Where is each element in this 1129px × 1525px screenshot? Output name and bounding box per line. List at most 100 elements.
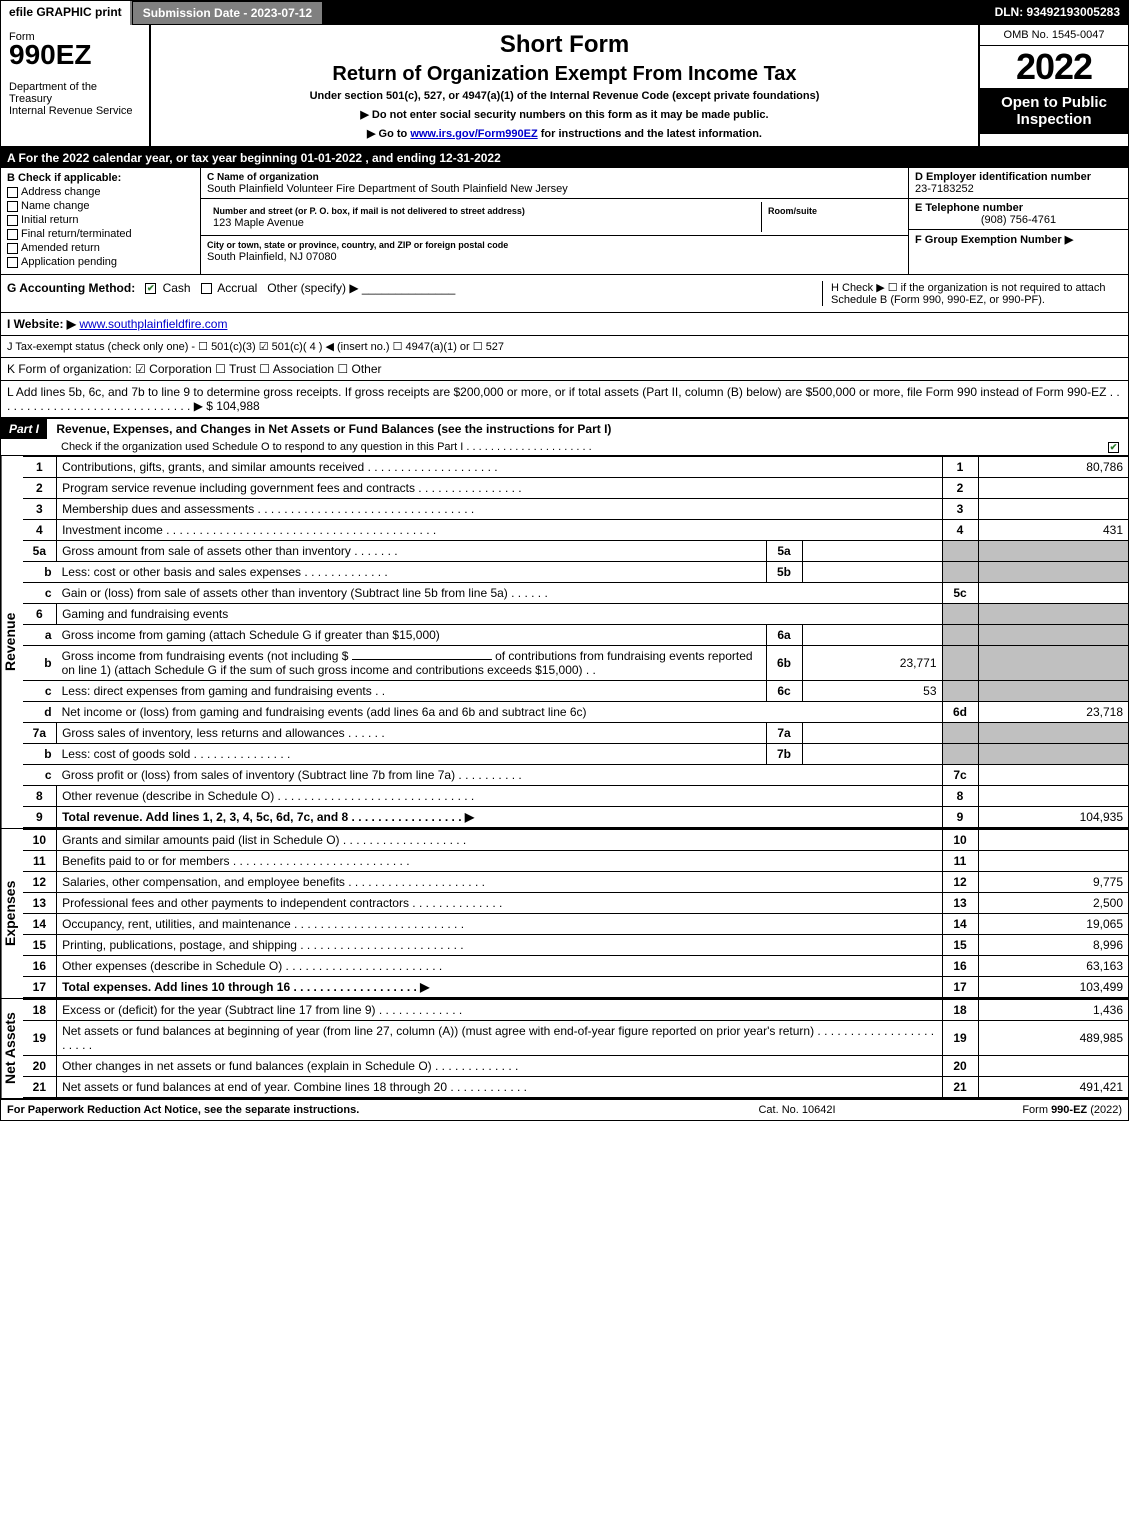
netassets-table: 18Excess or (deficit) for the year (Subt…	[23, 999, 1128, 1098]
line-19: 19Net assets or fund balances at beginni…	[23, 1021, 1128, 1056]
cat-no: Cat. No. 10642I	[672, 1104, 922, 1116]
chk-amended-return[interactable]: Amended return	[7, 242, 194, 254]
box-b-title: B Check if applicable:	[7, 172, 194, 184]
chk-final-return[interactable]: Final return/terminated	[7, 228, 194, 240]
city-label: City or town, state or province, country…	[207, 240, 508, 250]
form-number: 990EZ	[9, 39, 141, 71]
chk-accrual[interactable]	[201, 283, 212, 294]
form-subtitle: Under section 501(c), 527, or 4947(a)(1)…	[161, 90, 968, 102]
box-b: B Check if applicable: Address change Na…	[1, 168, 201, 274]
form-title-1: Short Form	[161, 31, 968, 59]
chk-application-pending[interactable]: Application pending	[7, 256, 194, 268]
chk-schedule-o-part1[interactable]	[1108, 442, 1119, 453]
box-d-e-f: D Employer identification number 23-7183…	[908, 168, 1128, 274]
line-5c: cGain or (loss) from sale of assets othe…	[23, 583, 1128, 604]
line-12: 12Salaries, other compensation, and empl…	[23, 872, 1128, 893]
part-1-header: Part I Revenue, Expenses, and Changes in…	[1, 417, 1128, 456]
line-7b: bLess: cost of goods sold . . . . . . . …	[23, 744, 1128, 765]
line-11: 11Benefits paid to or for members . . . …	[23, 851, 1128, 872]
accounting-method-label: G Accounting Method:	[7, 281, 135, 295]
irs-label: Internal Revenue Service	[9, 105, 141, 117]
row-l-gross-receipts: L Add lines 5b, 6c, and 7b to line 9 to …	[1, 380, 1128, 417]
form-footer: Form 990-EZ (2022)	[922, 1104, 1122, 1116]
website-link[interactable]: www.southplainfieldfire.com	[79, 317, 227, 331]
line-18: 18Excess or (deficit) for the year (Subt…	[23, 1000, 1128, 1021]
expenses-vlabel: Expenses	[1, 829, 23, 998]
paperwork-notice: For Paperwork Reduction Act Notice, see …	[7, 1104, 672, 1116]
gross-receipts-amount: 104,988	[216, 399, 259, 413]
addr-value: 123 Maple Avenue	[213, 217, 304, 229]
row-j-tax-exempt: J Tax-exempt status (check only one) - ☐…	[1, 335, 1128, 357]
instruction-no-ssn: ▶ Do not enter social security numbers o…	[161, 108, 968, 121]
row-g-h: G Accounting Method: Cash Accrual Other …	[1, 275, 1128, 312]
row-k-form-org: K Form of organization: ☑ Corporation ☐ …	[1, 357, 1128, 380]
revenue-section: Revenue 1Contributions, gifts, grants, a…	[1, 456, 1128, 828]
efile-label[interactable]: efile GRAPHIC print	[1, 1, 132, 25]
ein-value: 23-7183252	[915, 183, 974, 195]
row-i-website: I Website: ▶ www.southplainfieldfire.com	[1, 312, 1128, 335]
submission-date: Submission Date - 2023-07-12	[132, 1, 323, 25]
line-2: 2Program service revenue including gover…	[23, 478, 1128, 499]
part-1-bar: Part I	[1, 419, 47, 439]
other-specify: Other (specify) ▶	[267, 281, 358, 295]
dln: DLN: 93492193005283	[987, 1, 1128, 25]
line-17: 17Total expenses. Add lines 10 through 1…	[23, 977, 1128, 998]
phone-value: (908) 756-4761	[915, 214, 1122, 226]
dept-label: Department of the Treasury	[9, 81, 141, 105]
line-8: 8Other revenue (describe in Schedule O) …	[23, 786, 1128, 807]
revenue-table: 1Contributions, gifts, grants, and simil…	[23, 456, 1128, 828]
line-21: 21Net assets or fund balances at end of …	[23, 1077, 1128, 1098]
line-6: 6Gaming and fundraising events	[23, 604, 1128, 625]
phone-label: E Telephone number	[915, 202, 1023, 214]
part-1-title: Revenue, Expenses, and Changes in Net As…	[50, 419, 617, 439]
expenses-table: 10Grants and similar amounts paid (list …	[23, 829, 1128, 998]
line-1: 1Contributions, gifts, grants, and simil…	[23, 457, 1128, 478]
section-b-c-d: B Check if applicable: Address change Na…	[1, 168, 1128, 275]
chk-address-change[interactable]: Address change	[7, 186, 194, 198]
part-1-sub: Check if the organization used Schedule …	[61, 441, 1102, 453]
omb-number: OMB No. 1545-0047	[980, 25, 1128, 46]
line-4: 4Investment income . . . . . . . . . . .…	[23, 520, 1128, 541]
line-15: 15Printing, publications, postage, and s…	[23, 935, 1128, 956]
chk-cash[interactable]	[145, 283, 156, 294]
expenses-section: Expenses 10Grants and similar amounts pa…	[1, 828, 1128, 998]
box-c: C Name of organization South Plainfield …	[201, 168, 908, 274]
line-13: 13Professional fees and other payments t…	[23, 893, 1128, 914]
top-bar: efile GRAPHIC print Submission Date - 20…	[1, 1, 1128, 25]
org-name-value: South Plainfield Volunteer Fire Departme…	[207, 183, 568, 195]
ein-label: D Employer identification number	[915, 171, 1091, 183]
line-3: 3Membership dues and assessments . . . .…	[23, 499, 1128, 520]
row-h: H Check ▶ ☐ if the organization is not r…	[822, 281, 1122, 306]
addr-label: Number and street (or P. O. box, if mail…	[213, 206, 525, 216]
chk-initial-return[interactable]: Initial return	[7, 214, 194, 226]
irs-link[interactable]: www.irs.gov/Form990EZ	[410, 128, 537, 140]
form-header: Form 990EZ Department of the Treasury In…	[1, 25, 1128, 148]
line-6b: bGross income from fundraising events (n…	[23, 646, 1128, 681]
line-7a: 7aGross sales of inventory, less returns…	[23, 723, 1128, 744]
line-5a: 5aGross amount from sale of assets other…	[23, 541, 1128, 562]
line-7c: cGross profit or (loss) from sales of in…	[23, 765, 1128, 786]
org-name-label: C Name of organization	[207, 172, 319, 183]
room-label: Room/suite	[768, 206, 817, 216]
line-20: 20Other changes in net assets or fund ba…	[23, 1056, 1128, 1077]
instruction-goto: ▶ Go to www.irs.gov/Form990EZ for instru…	[161, 127, 968, 140]
line-6a: aGross income from gaming (attach Schedu…	[23, 625, 1128, 646]
line-5b: bLess: cost or other basis and sales exp…	[23, 562, 1128, 583]
tax-year: 2022	[980, 46, 1128, 88]
city-value: South Plainfield, NJ 07080	[207, 251, 337, 263]
chk-name-change[interactable]: Name change	[7, 200, 194, 212]
row-a-tax-year: A For the 2022 calendar year, or tax yea…	[1, 148, 1128, 168]
line-10: 10Grants and similar amounts paid (list …	[23, 830, 1128, 851]
netassets-vlabel: Net Assets	[1, 999, 23, 1098]
group-exemption-label: F Group Exemption Number ▶	[915, 234, 1073, 246]
form-title-2: Return of Organization Exempt From Incom…	[161, 63, 968, 86]
line-9: 9Total revenue. Add lines 1, 2, 3, 4, 5c…	[23, 807, 1128, 828]
line-6d: dNet income or (loss) from gaming and fu…	[23, 702, 1128, 723]
line-14: 14Occupancy, rent, utilities, and mainte…	[23, 914, 1128, 935]
open-inspection: Open to Public Inspection	[980, 88, 1128, 134]
line-16: 16Other expenses (describe in Schedule O…	[23, 956, 1128, 977]
netassets-section: Net Assets 18Excess or (deficit) for the…	[1, 998, 1128, 1098]
page-footer: For Paperwork Reduction Act Notice, see …	[1, 1098, 1128, 1120]
line-6c: cLess: direct expenses from gaming and f…	[23, 681, 1128, 702]
revenue-vlabel: Revenue	[1, 456, 23, 828]
